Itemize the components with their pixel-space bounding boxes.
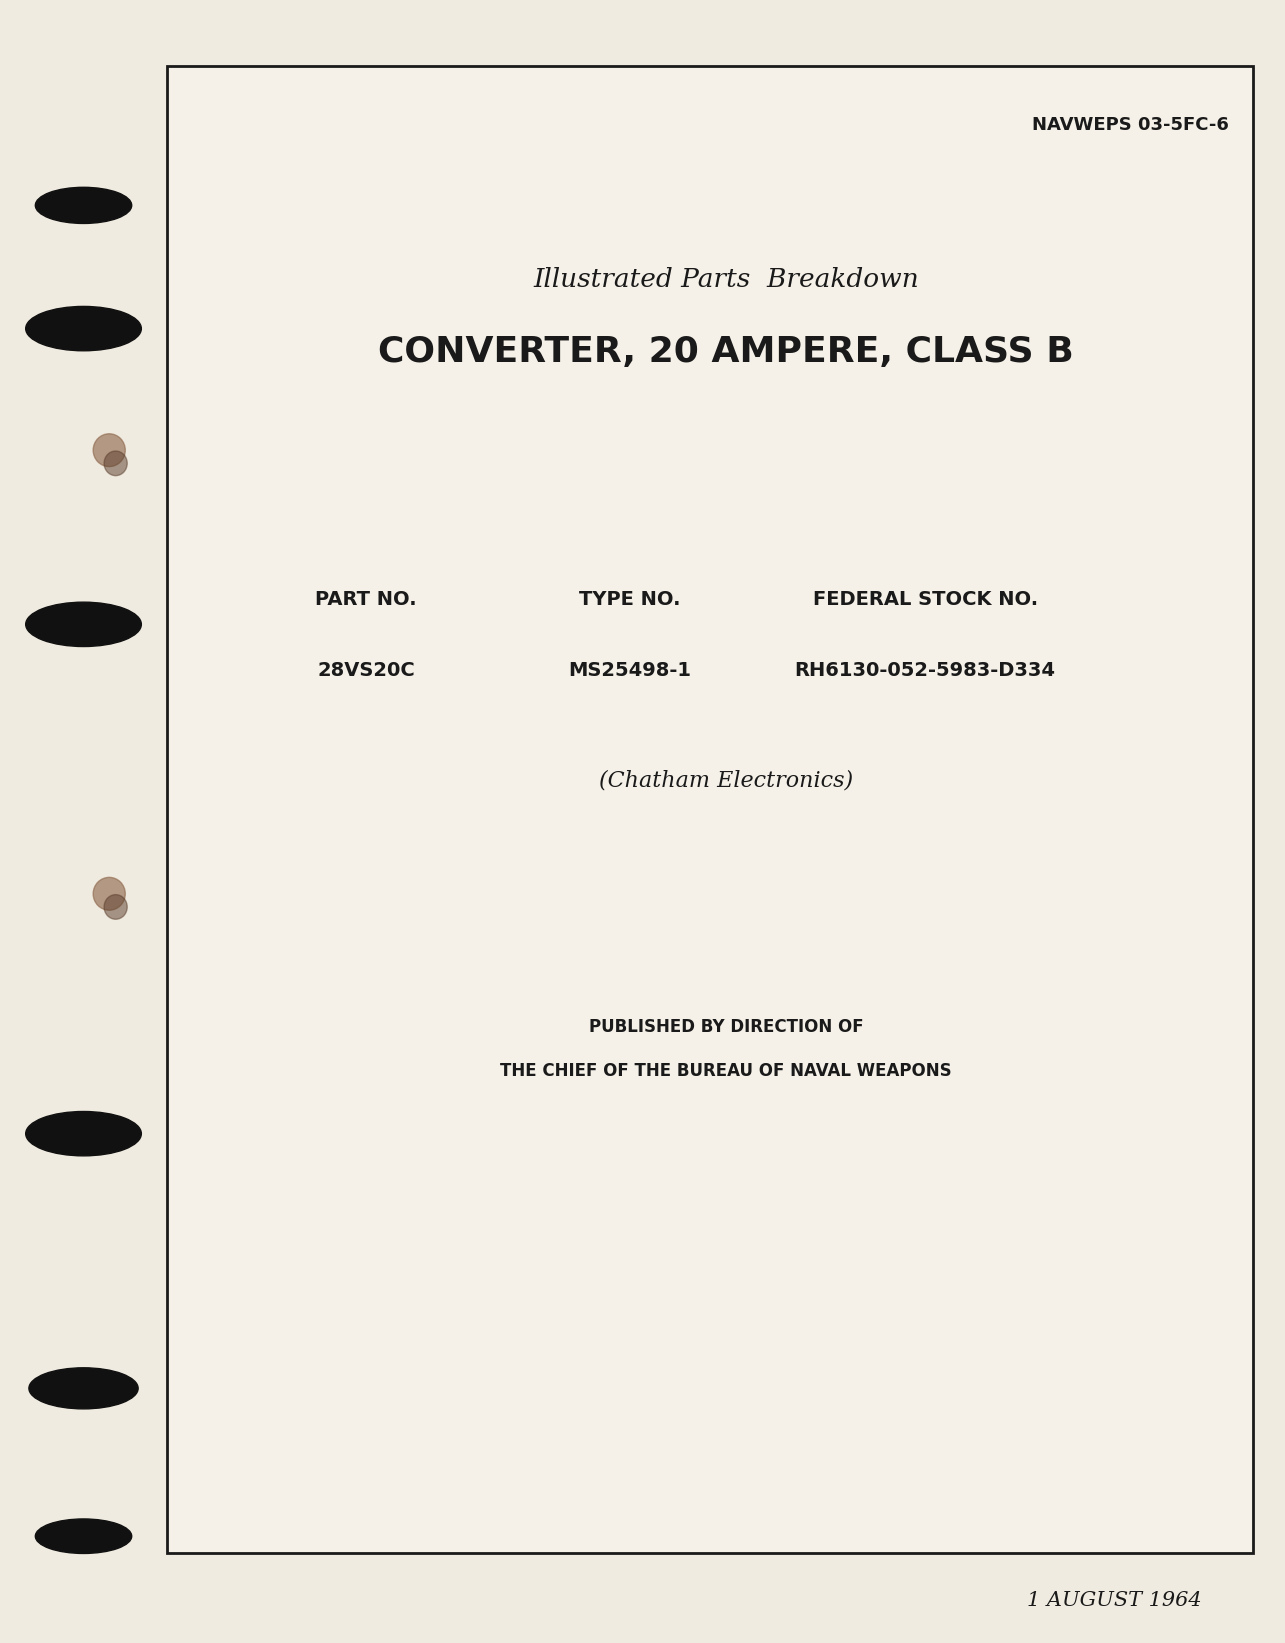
Ellipse shape <box>26 1111 141 1157</box>
Ellipse shape <box>26 601 141 647</box>
Text: TYPE NO.: TYPE NO. <box>580 590 680 610</box>
Ellipse shape <box>36 1518 132 1554</box>
Text: 28VS20C: 28VS20C <box>317 660 415 680</box>
Text: Illustrated Parts  Breakdown: Illustrated Parts Breakdown <box>533 266 919 292</box>
Text: MS25498-1: MS25498-1 <box>568 660 691 680</box>
FancyBboxPatch shape <box>167 66 1253 1553</box>
Text: FEDERAL STOCK NO.: FEDERAL STOCK NO. <box>812 590 1038 610</box>
Ellipse shape <box>36 187 132 223</box>
Ellipse shape <box>104 450 127 476</box>
Ellipse shape <box>94 877 126 910</box>
Text: (Chatham Electronics): (Chatham Electronics) <box>599 769 853 792</box>
Text: PUBLISHED BY DIRECTION OF: PUBLISHED BY DIRECTION OF <box>589 1019 864 1035</box>
Ellipse shape <box>104 894 127 920</box>
Text: THE CHIEF OF THE BUREAU OF NAVAL WEAPONS: THE CHIEF OF THE BUREAU OF NAVAL WEAPONS <box>500 1063 952 1079</box>
Text: PART NO.: PART NO. <box>315 590 418 610</box>
Ellipse shape <box>26 306 141 350</box>
Ellipse shape <box>94 434 126 467</box>
Text: 1 AUGUST 1964: 1 AUGUST 1964 <box>1027 1590 1201 1610</box>
Text: RH6130-052-5983-D334: RH6130-052-5983-D334 <box>794 660 1056 680</box>
Text: CONVERTER, 20 AMPERE, CLASS B: CONVERTER, 20 AMPERE, CLASS B <box>378 335 1074 368</box>
Text: NAVWEPS 03-5FC-6: NAVWEPS 03-5FC-6 <box>1032 117 1230 133</box>
Ellipse shape <box>30 1367 139 1410</box>
